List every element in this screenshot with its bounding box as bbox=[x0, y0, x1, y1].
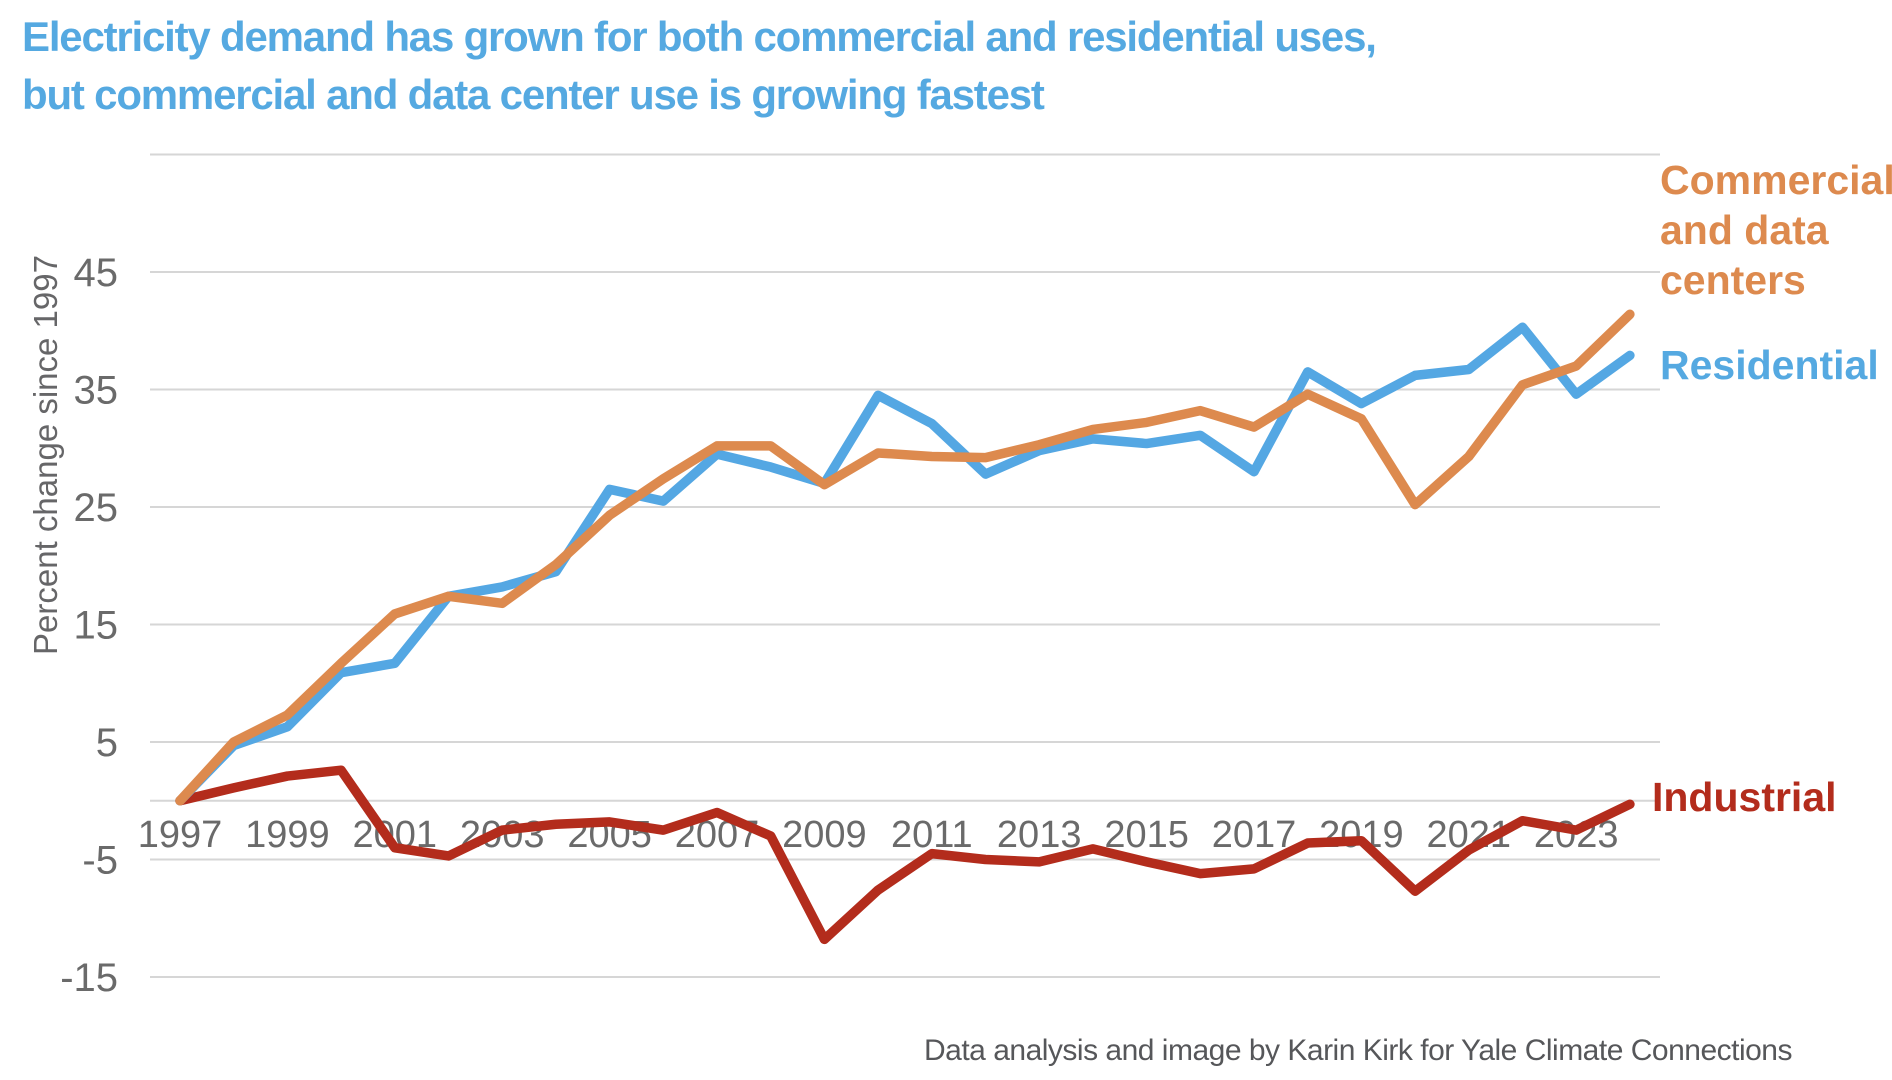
series-line-commercial bbox=[175, 309, 1635, 806]
y-tick-label: 35 bbox=[74, 369, 119, 413]
x-tick-label: 1999 bbox=[245, 814, 330, 856]
x-tick-label: 2013 bbox=[997, 814, 1082, 856]
x-tick-label: 2015 bbox=[1104, 814, 1189, 856]
x-tick-label: 2009 bbox=[782, 814, 867, 856]
y-tick-label: -15 bbox=[60, 956, 118, 1000]
x-tick-label: 2019 bbox=[1319, 814, 1404, 856]
series-line-residential bbox=[175, 322, 1635, 806]
y-tick-label: 15 bbox=[74, 604, 119, 648]
chart-title: Electricity demand has grown for both co… bbox=[22, 8, 1377, 124]
y-tick-label: 45 bbox=[74, 251, 119, 295]
x-tick-label: 1997 bbox=[138, 814, 223, 856]
x-tick-label: 2017 bbox=[1212, 814, 1297, 856]
series-line-industrial bbox=[175, 765, 1635, 945]
chart-title-line1: Electricity demand has grown for both co… bbox=[22, 13, 1377, 60]
y-tick-label: -5 bbox=[82, 839, 118, 883]
y-tick-label: 25 bbox=[74, 486, 119, 530]
chart-title-line2: but commercial and data center use is gr… bbox=[22, 71, 1045, 118]
caption: Data analysis and image by Karin Kirk fo… bbox=[924, 1034, 1793, 1067]
legend-label-commercial: Commercial and data centers bbox=[1660, 157, 1892, 303]
legend-label-industrial: Industrial bbox=[1652, 774, 1837, 820]
legend-label-residential: Residential bbox=[1660, 342, 1879, 388]
y-tick-label: 5 bbox=[96, 721, 118, 765]
y-axis-title: Percent change since 1997 bbox=[27, 255, 64, 655]
